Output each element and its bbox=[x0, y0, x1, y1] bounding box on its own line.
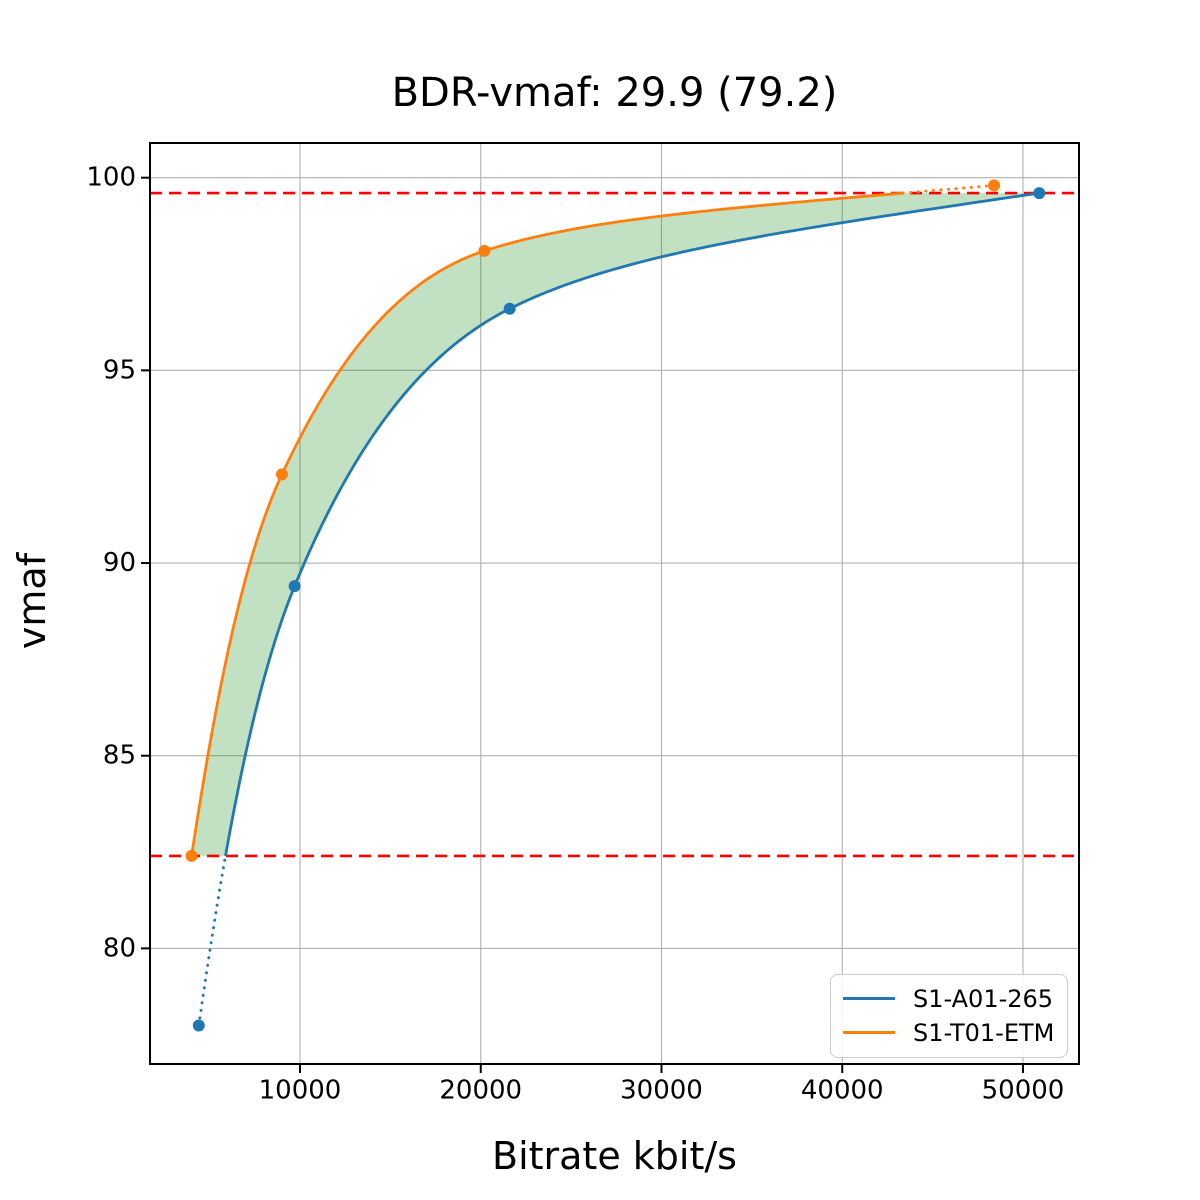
series-line-s1-t01-etm-dotted bbox=[901, 183, 996, 195]
legend-line-sample-orange bbox=[843, 1031, 895, 1035]
data-point-s1-t01-etm bbox=[988, 179, 1001, 192]
y-tick-label: 95 bbox=[103, 355, 136, 385]
data-point-s1-a01-265 bbox=[503, 302, 516, 315]
x-axis-label: Bitrate kbit/s bbox=[492, 1134, 737, 1178]
data-point-s1-a01-265 bbox=[192, 1019, 205, 1032]
y-tick-label: 85 bbox=[103, 741, 136, 771]
data-point-s1-t01-etm bbox=[275, 468, 288, 481]
series-line-s1-a01-265 bbox=[224, 191, 1040, 857]
data-point-s1-t01-etm bbox=[185, 849, 198, 862]
legend-item: S1-T01-ETM bbox=[843, 1018, 1057, 1047]
x-tick-label: 50000 bbox=[982, 1075, 1065, 1105]
legend: S1-A01-265 S1-T01-ETM bbox=[830, 974, 1068, 1058]
data-point-s1-a01-265 bbox=[288, 580, 301, 593]
chart-title: BDR-vmaf: 29.9 (79.2) bbox=[391, 70, 838, 116]
legend-item: S1-A01-265 bbox=[843, 984, 1057, 1013]
legend-label: S1-T01-ETM bbox=[913, 1018, 1055, 1047]
series-line-s1-a01-265-dotted bbox=[197, 854, 228, 1027]
shaded-region bbox=[191, 193, 1040, 856]
series-line-s1-t01-etm bbox=[190, 191, 904, 857]
x-tick-label: 30000 bbox=[620, 1075, 703, 1105]
data-point-s1-t01-etm bbox=[478, 244, 491, 257]
y-tick-label: 80 bbox=[103, 933, 136, 963]
x-tick-label: 20000 bbox=[439, 1075, 522, 1105]
legend-line-sample-blue bbox=[843, 997, 895, 1001]
x-tick-label: 10000 bbox=[259, 1075, 342, 1105]
legend-label: S1-A01-265 bbox=[913, 984, 1054, 1013]
y-tick-label: 90 bbox=[103, 548, 136, 578]
data-point-s1-a01-265 bbox=[1033, 187, 1046, 200]
y-axis-label: vmaf bbox=[10, 552, 54, 650]
x-tick-label: 40000 bbox=[801, 1075, 884, 1105]
axes-spines bbox=[149, 142, 1080, 1065]
y-tick-label: 100 bbox=[86, 163, 136, 193]
